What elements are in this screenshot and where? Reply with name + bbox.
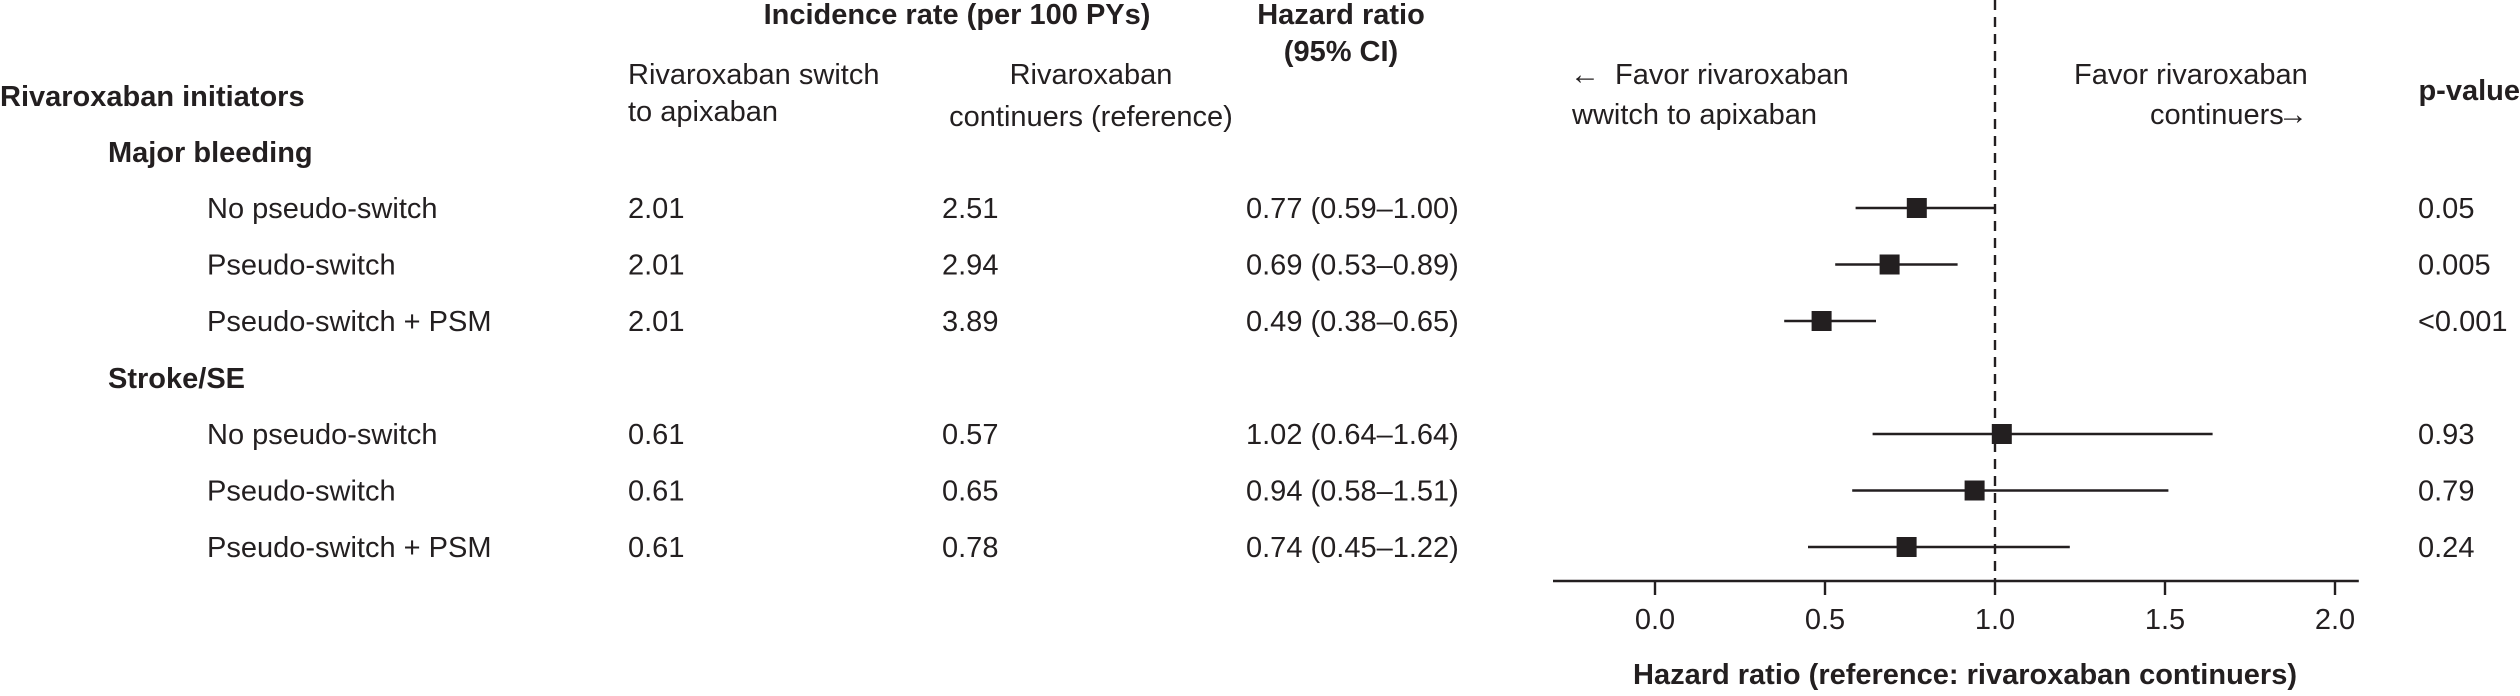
group-header: Rivaroxaban initiators: [0, 81, 305, 113]
hazard-ratio-cell: 0.94 (0.58–1.51): [1246, 476, 1459, 508]
continuer-column-header-line2: continuers (reference): [949, 101, 1233, 133]
favor-right-arrow: →: [2278, 98, 2308, 131]
estimate-marker: [1811, 311, 1832, 331]
hazard-ratio-cell: 0.49 (0.38–0.65): [1246, 306, 1459, 338]
estimate-marker: [1991, 424, 2012, 444]
axis-tick-label: 2.0: [2315, 604, 2355, 636]
x-axis: 0.0 0.5 1.0 1.5 2.0: [1553, 579, 2359, 636]
continuer-rate-cell: 0.78: [942, 532, 998, 564]
pvalue-cell: 0.24: [2418, 532, 2474, 564]
pvalue-cell: 0.93: [2418, 419, 2474, 451]
row-label: Pseudo-switch + PSM: [207, 306, 491, 338]
hazard-ratio-cell: 1.02 (0.64–1.64): [1246, 419, 1459, 451]
favor-left-arrow: ←: [1570, 58, 1600, 91]
pvalue-cell: 0.05: [2418, 193, 2474, 225]
row-label: Pseudo-switch: [207, 476, 396, 508]
switch-rate-cell: 2.01: [628, 250, 684, 282]
favor-right-line1: Favor rivaroxaban: [2074, 59, 2308, 91]
switch-rate-cell: 0.61: [628, 476, 684, 508]
estimate-marker: [1964, 480, 1985, 501]
hazard-ratio-cell: 0.69 (0.53–0.89): [1246, 250, 1459, 282]
switch-column-header-line1: Rivaroxaban switch: [628, 59, 879, 91]
row-label: Pseudo-switch + PSM: [207, 532, 491, 564]
row-label: Pseudo-switch: [207, 250, 396, 282]
switch-column-header-line2: to apixaban: [628, 96, 778, 128]
switch-rate-cell: 2.01: [628, 306, 684, 338]
switch-rate-cell: 0.61: [628, 532, 684, 564]
forest-marks: [1784, 0, 2213, 581]
hazard-ratio-cell: 0.74 (0.45–1.22): [1246, 532, 1459, 564]
table-rows: Major bleeding No pseudo-switch 2.01 2.51 0.…: [108, 137, 2508, 564]
favor-right-line2: continuers: [2150, 99, 2284, 131]
incidence-header: Incidence rate (per 100 PYs): [764, 0, 1151, 31]
pvalue-cell: 0.005: [2418, 250, 2491, 282]
hazard-ratio-ci-header: (95% CI): [1284, 36, 1398, 68]
pvalue-header: p-value: [2418, 75, 2520, 107]
switch-rate-cell: 2.01: [628, 193, 684, 225]
estimate-marker: [1896, 537, 1917, 557]
x-axis-label: Hazard ratio (reference: rivaroxaban con…: [1633, 659, 2297, 691]
continuer-rate-cell: 2.94: [942, 250, 998, 282]
continuer-rate-cell: 3.89: [942, 306, 998, 338]
favor-left-line1: Favor rivaroxaban: [1615, 59, 1849, 91]
pvalue-cell: <0.001: [2418, 306, 2508, 338]
section-label: Major bleeding: [108, 137, 313, 169]
axis-tick-label: 1.0: [1975, 604, 2015, 636]
axis-tick-label: 0.5: [1805, 604, 1845, 636]
hazard-ratio-header: Hazard ratio: [1257, 0, 1425, 31]
continuer-column-header-line1: Rivaroxaban: [1010, 59, 1173, 91]
switch-rate-cell: 0.61: [628, 419, 684, 451]
continuer-rate-cell: 0.57: [942, 419, 998, 451]
row-label: No pseudo-switch: [207, 193, 438, 225]
continuer-rate-cell: 0.65: [942, 476, 998, 508]
row-label: No pseudo-switch: [207, 419, 438, 451]
estimate-marker: [1906, 198, 1927, 218]
axis-tick-label: 1.5: [2145, 604, 2185, 636]
axis-tick-label: 0.0: [1635, 604, 1675, 636]
hazard-ratio-cell: 0.77 (0.59–1.00): [1246, 193, 1459, 225]
section-label: Stroke/SE: [108, 363, 245, 395]
estimate-marker: [1879, 254, 1900, 275]
favor-left-line2: wwitch to apixaban: [1571, 99, 1817, 131]
pvalue-cell: 0.79: [2418, 476, 2474, 508]
continuer-rate-cell: 2.51: [942, 193, 998, 225]
